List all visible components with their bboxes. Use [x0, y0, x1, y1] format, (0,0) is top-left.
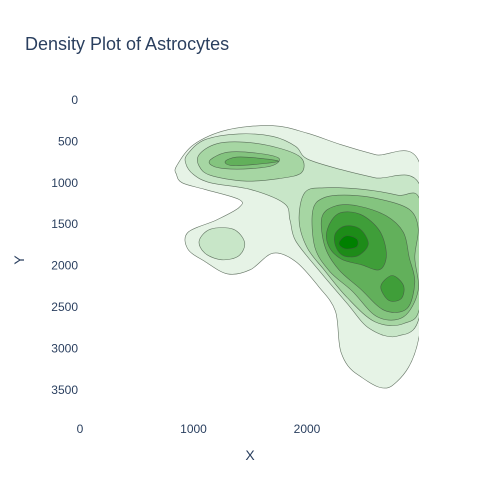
contour-level-2-region-2: [198, 227, 246, 261]
contour-level-5-region-1: [224, 156, 279, 166]
y-tick-label: 2000: [51, 259, 78, 273]
x-axis-label: X: [245, 447, 255, 463]
x-tick-label: 0: [77, 422, 84, 436]
y-tick-label: 1500: [51, 217, 78, 231]
y-axis-label: Y: [11, 255, 27, 265]
x-tick-label: 2000: [294, 422, 321, 436]
chart-title: Density Plot of Astrocytes: [25, 34, 229, 54]
contour-level-8-region-1: [338, 235, 359, 250]
contour-layer: [174, 125, 419, 389]
x-tick-label: 1000: [180, 422, 207, 436]
y-tick-label: 3500: [51, 383, 78, 397]
y-tick-label: 0: [71, 93, 78, 107]
y-axis-ticks: 0 500 1000 1500 2000 2500 3000 3500: [51, 93, 78, 397]
y-tick-label: 500: [58, 134, 78, 148]
y-tick-label: 3000: [51, 341, 78, 355]
y-tick-label: 2500: [51, 300, 78, 314]
contour-level-6-region-2: [380, 275, 405, 302]
x-axis-ticks: 0 1000 2000: [77, 422, 321, 436]
y-tick-label: 1000: [51, 176, 78, 190]
